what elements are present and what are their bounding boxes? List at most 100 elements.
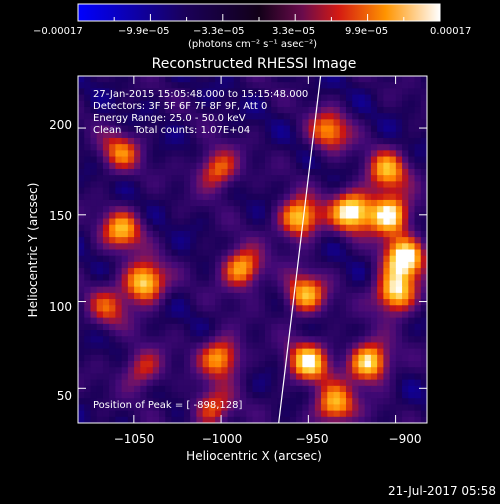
heatmap-cell xyxy=(90,348,98,356)
heatmap-cell xyxy=(171,348,179,356)
heatmap-cell xyxy=(190,330,198,337)
heatmap-cell xyxy=(420,311,427,319)
heatmap-cell xyxy=(327,181,335,189)
heatmap-cell xyxy=(395,131,403,139)
heatmap-cell xyxy=(289,76,297,83)
heatmap-cell xyxy=(78,330,85,337)
heatmap-cell xyxy=(208,367,216,375)
heatmap-cell xyxy=(146,82,154,89)
heatmap-cell xyxy=(221,404,229,412)
heatmap-cell xyxy=(78,379,85,387)
heatmap-cell xyxy=(345,175,353,182)
heatmap-cell xyxy=(134,137,141,145)
heatmap-cell xyxy=(78,156,85,164)
heatmap-cell xyxy=(84,336,92,344)
heatmap-cell xyxy=(240,156,247,164)
heatmap-cell xyxy=(258,305,266,313)
heatmap-cell xyxy=(370,181,378,189)
heatmap-cell xyxy=(420,392,427,399)
heatmap-cell xyxy=(84,131,92,139)
heatmap-cell xyxy=(246,119,254,127)
heatmap-cell xyxy=(127,113,135,120)
heatmap-cell xyxy=(258,181,266,189)
heatmap-cell xyxy=(121,193,129,201)
heatmap-cell xyxy=(96,373,104,381)
heatmap-cell xyxy=(352,392,360,399)
heatmap-cell xyxy=(246,392,254,399)
heatmap-cell xyxy=(127,261,135,269)
heatmap-cell xyxy=(420,175,427,182)
heatmap-cell xyxy=(208,385,216,393)
heatmap-cell xyxy=(96,354,104,362)
heatmap-cell xyxy=(364,317,372,325)
heatmap-cell xyxy=(271,299,279,306)
heatmap-cell xyxy=(190,131,198,139)
heatmap-cell xyxy=(283,88,291,96)
heatmap-cell xyxy=(333,88,341,96)
heatmap-cell xyxy=(96,100,104,108)
heatmap-cell xyxy=(352,131,360,139)
heatmap-cell xyxy=(140,237,148,244)
heatmap-cell xyxy=(202,125,210,133)
heatmap-cell xyxy=(377,379,384,387)
heatmap-cell xyxy=(78,311,85,319)
heatmap-cell xyxy=(345,416,353,423)
heatmap-cell xyxy=(264,404,272,412)
heatmap-cell xyxy=(283,82,291,89)
heatmap-cell xyxy=(258,187,266,195)
heatmap-cell xyxy=(115,249,123,257)
heatmap-cell xyxy=(102,218,110,226)
heatmap-cell xyxy=(258,125,266,133)
heatmap-cell xyxy=(252,330,260,337)
heatmap-cell xyxy=(420,280,427,288)
heatmap-cell xyxy=(333,224,341,232)
heatmap-cell xyxy=(358,175,366,182)
heatmap-cell xyxy=(414,392,422,399)
heatmap-cell xyxy=(84,168,92,176)
heatmap-cell xyxy=(277,88,285,96)
heatmap-cell xyxy=(308,119,316,127)
heatmap-cell xyxy=(358,94,366,102)
heatmap-cell xyxy=(233,113,241,120)
heatmap-cell xyxy=(159,410,166,418)
heatmap-cell xyxy=(377,137,384,145)
heatmap-cell xyxy=(370,392,378,399)
heatmap-cell xyxy=(402,150,409,158)
heatmap-cell xyxy=(171,187,179,195)
heatmap-cell xyxy=(121,311,129,319)
heatmap-cell xyxy=(289,113,297,120)
heatmap-cell xyxy=(196,249,204,257)
heatmap-cell xyxy=(171,249,179,257)
heatmap-cell xyxy=(308,162,316,170)
heatmap-cell xyxy=(333,237,341,244)
heatmap-cell xyxy=(121,373,129,381)
heatmap-cell xyxy=(78,144,85,151)
heatmap-cell xyxy=(339,330,347,337)
heatmap-cell xyxy=(258,367,266,375)
heatmap-cell xyxy=(240,354,247,362)
heatmap-cell xyxy=(190,305,198,313)
heatmap-cell xyxy=(171,255,179,263)
heatmap-cell xyxy=(271,404,279,412)
heatmap-cell xyxy=(152,150,160,158)
heatmap-cell xyxy=(345,106,353,114)
heatmap-cell xyxy=(296,330,303,337)
heatmap-cell xyxy=(208,280,216,288)
heatmap-cell xyxy=(127,76,135,83)
heatmap-cell xyxy=(171,144,179,151)
heatmap-cell xyxy=(127,336,135,344)
heatmap-cell xyxy=(159,212,166,220)
heatmap-cell xyxy=(327,199,335,207)
heatmap-cell xyxy=(389,131,397,139)
heatmap-cell xyxy=(140,416,148,423)
heatmap-cell xyxy=(152,88,160,96)
heatmap-cell xyxy=(339,305,347,313)
heatmap-cell xyxy=(383,94,391,102)
heatmap-cell xyxy=(196,274,204,282)
heatmap-cell xyxy=(134,404,141,412)
heatmap-cell xyxy=(345,367,353,375)
heatmap-cell xyxy=(196,156,204,164)
heatmap-cell xyxy=(264,392,272,399)
heatmap-cell xyxy=(345,379,353,387)
heatmap-cell xyxy=(420,243,427,251)
